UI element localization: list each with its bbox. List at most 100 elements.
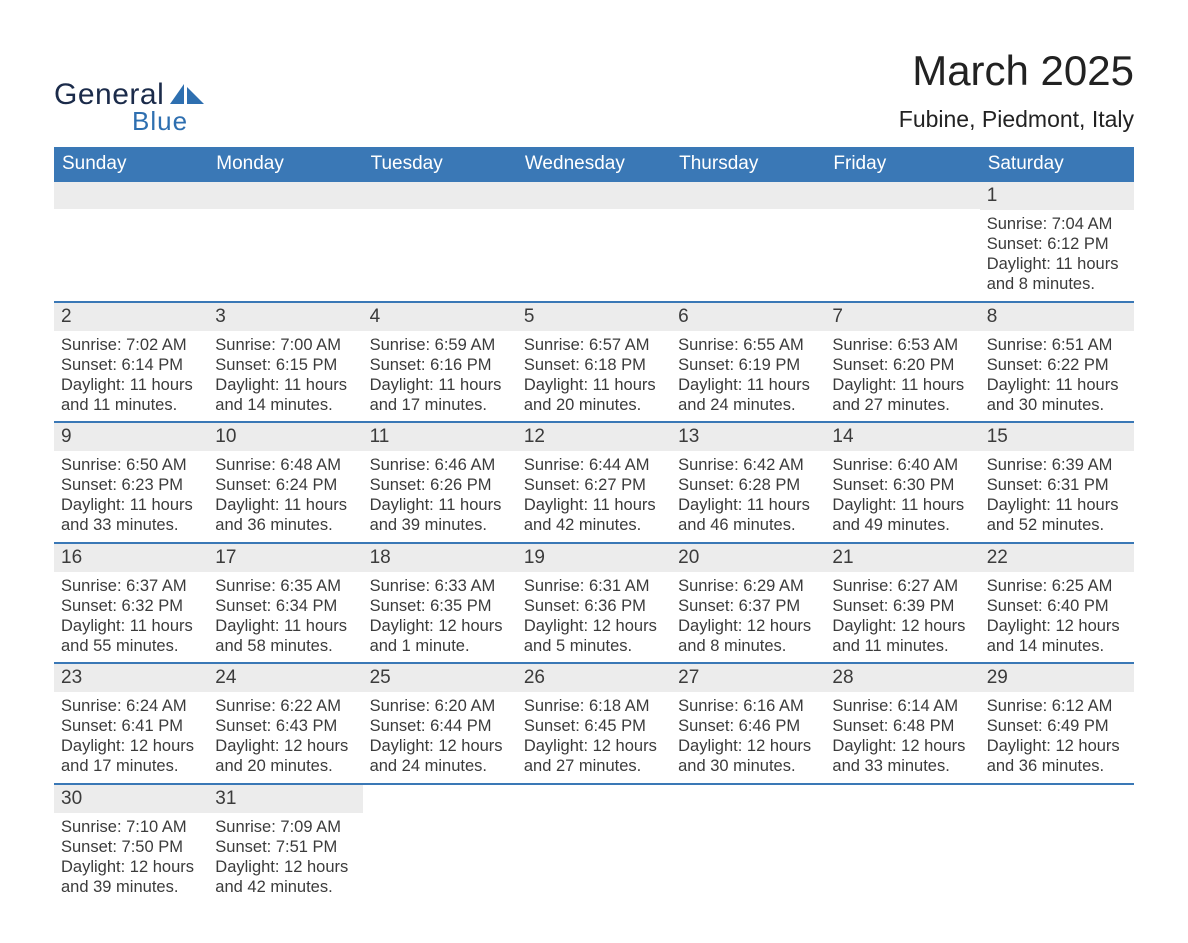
day-body: Sunrise: 7:04 AMSunset: 6:12 PMDaylight:… <box>980 210 1134 301</box>
day-number-row <box>671 182 825 209</box>
day-body: Sunrise: 7:00 AMSunset: 6:15 PMDaylight:… <box>208 331 362 422</box>
calendar-page: General Blue March 2025 Fubine, Piedmont… <box>0 0 1188 943</box>
calendar-cell: 25Sunrise: 6:20 AMSunset: 6:44 PMDayligh… <box>363 664 517 783</box>
day-number: 3 <box>215 306 226 327</box>
sunset-text: Sunset: 7:50 PM <box>61 837 201 857</box>
day-body <box>363 209 517 269</box>
day-number-row: 1 <box>980 182 1134 210</box>
sunrise-text: Sunrise: 7:00 AM <box>215 335 355 355</box>
day-number: 7 <box>832 306 843 327</box>
day-number: 18 <box>370 547 391 568</box>
sunset-text: Sunset: 6:18 PM <box>524 355 664 375</box>
daylight-text: Daylight: 12 hours and 5 minutes. <box>524 616 664 656</box>
day-number-row: 11 <box>363 423 517 451</box>
day-number-row: 22 <box>980 544 1134 572</box>
daylight-text: Daylight: 11 hours and 58 minutes. <box>215 616 355 656</box>
day-number-row <box>980 785 1134 812</box>
day-number: 8 <box>987 306 998 327</box>
day-number: 30 <box>61 788 82 809</box>
day-number-row: 4 <box>363 303 517 331</box>
day-number-row: 31 <box>208 785 362 813</box>
daylight-text: Daylight: 11 hours and 17 minutes. <box>370 375 510 415</box>
day-number: 23 <box>61 667 82 688</box>
day-number-row: 19 <box>517 544 671 572</box>
sunset-text: Sunset: 6:20 PM <box>832 355 972 375</box>
sunrise-text: Sunrise: 6:35 AM <box>215 576 355 596</box>
day-number-row: 9 <box>54 423 208 451</box>
sunrise-text: Sunrise: 6:31 AM <box>524 576 664 596</box>
daylight-text: Daylight: 12 hours and 8 minutes. <box>678 616 818 656</box>
sunrise-text: Sunrise: 6:25 AM <box>987 576 1127 596</box>
daylight-text: Daylight: 11 hours and 33 minutes. <box>61 495 201 535</box>
sunrise-text: Sunrise: 6:18 AM <box>524 696 664 716</box>
sunset-text: Sunset: 6:26 PM <box>370 475 510 495</box>
day-number: 12 <box>524 426 545 447</box>
sunrise-text: Sunrise: 6:55 AM <box>678 335 818 355</box>
day-body <box>208 209 362 269</box>
day-number: 24 <box>215 667 236 688</box>
weeks-container: 1 Sunrise: 7:04 AMSunset: 6:12 PMDaylight… <box>54 182 1134 903</box>
day-number: 31 <box>215 788 236 809</box>
daylight-text: Daylight: 12 hours and 20 minutes. <box>215 736 355 776</box>
sunrise-text: Sunrise: 6:40 AM <box>832 455 972 475</box>
calendar-week: 16Sunrise: 6:37 AMSunset: 6:32 PMDayligh… <box>54 542 1134 663</box>
day-body: Sunrise: 6:25 AMSunset: 6:40 PMDaylight:… <box>980 572 1134 663</box>
day-number-row: 24 <box>208 664 362 692</box>
sunset-text: Sunset: 6:44 PM <box>370 716 510 736</box>
day-body: Sunrise: 6:18 AMSunset: 6:45 PMDaylight:… <box>517 692 671 783</box>
calendar-cell: 8 Sunrise: 6:51 AMSunset: 6:22 PMDaylight… <box>980 303 1134 422</box>
calendar-cell: 7 Sunrise: 6:53 AMSunset: 6:20 PMDaylight… <box>825 303 979 422</box>
daylight-text: Daylight: 12 hours and 36 minutes. <box>987 736 1127 776</box>
sunrise-text: Sunrise: 6:16 AM <box>678 696 818 716</box>
calendar-cell: 26Sunrise: 6:18 AMSunset: 6:45 PMDayligh… <box>517 664 671 783</box>
calendar-cell: 13Sunrise: 6:42 AMSunset: 6:28 PMDayligh… <box>671 423 825 542</box>
daylight-text: Daylight: 12 hours and 14 minutes. <box>987 616 1127 656</box>
sunrise-text: Sunrise: 6:14 AM <box>832 696 972 716</box>
sunrise-text: Sunrise: 6:24 AM <box>61 696 201 716</box>
day-number-row: 25 <box>363 664 517 692</box>
calendar-week: 23Sunrise: 6:24 AMSunset: 6:41 PMDayligh… <box>54 662 1134 783</box>
day-number: 28 <box>832 667 853 688</box>
calendar-cell: 19Sunrise: 6:31 AMSunset: 6:36 PMDayligh… <box>517 544 671 663</box>
daylight-text: Daylight: 11 hours and 30 minutes. <box>987 375 1127 415</box>
day-body: Sunrise: 6:53 AMSunset: 6:20 PMDaylight:… <box>825 331 979 422</box>
sunrise-text: Sunrise: 6:50 AM <box>61 455 201 475</box>
calendar-cell: 16Sunrise: 6:37 AMSunset: 6:32 PMDayligh… <box>54 544 208 663</box>
day-number-row <box>825 785 979 812</box>
day-body: Sunrise: 6:31 AMSunset: 6:36 PMDaylight:… <box>517 572 671 663</box>
day-number: 15 <box>987 426 1008 447</box>
day-number-row: 15 <box>980 423 1134 451</box>
sunset-text: Sunset: 6:31 PM <box>987 475 1127 495</box>
day-body: Sunrise: 6:48 AMSunset: 6:24 PMDaylight:… <box>208 451 362 542</box>
day-body: Sunrise: 6:55 AMSunset: 6:19 PMDaylight:… <box>671 331 825 422</box>
calendar-cell: 30 Sunrise: 7:10 AMSunset: 7:50 PMDayligh… <box>54 785 208 904</box>
day-body: Sunrise: 6:46 AMSunset: 6:26 PMDaylight:… <box>363 451 517 542</box>
day-of-week-header: Sunday Monday Tuesday Wednesday Thursday… <box>54 147 1134 182</box>
day-number-row: 10 <box>208 423 362 451</box>
daylight-text: Daylight: 12 hours and 17 minutes. <box>61 736 201 776</box>
sunrise-text: Sunrise: 7:09 AM <box>215 817 355 837</box>
calendar-cell: 21Sunrise: 6:27 AMSunset: 6:39 PMDayligh… <box>825 544 979 663</box>
sunset-text: Sunset: 6:35 PM <box>370 596 510 616</box>
day-body <box>54 209 208 269</box>
calendar-cell: 2Sunrise: 7:02 AMSunset: 6:14 PMDaylight… <box>54 303 208 422</box>
sunrise-text: Sunrise: 7:02 AM <box>61 335 201 355</box>
day-number-row: 17 <box>208 544 362 572</box>
sunset-text: Sunset: 7:51 PM <box>215 837 355 857</box>
day-number-row: 30 <box>54 785 208 813</box>
day-number: 21 <box>832 547 853 568</box>
day-number: 5 <box>524 306 535 327</box>
day-body: Sunrise: 7:10 AMSunset: 7:50 PMDaylight:… <box>54 813 208 904</box>
day-body: Sunrise: 6:51 AMSunset: 6:22 PMDaylight:… <box>980 331 1134 422</box>
day-body: Sunrise: 6:39 AMSunset: 6:31 PMDaylight:… <box>980 451 1134 542</box>
day-number: 13 <box>678 426 699 447</box>
calendar-cell: 29Sunrise: 6:12 AMSunset: 6:49 PMDayligh… <box>980 664 1134 783</box>
day-body <box>363 812 517 872</box>
calendar-cell: 11Sunrise: 6:46 AMSunset: 6:26 PMDayligh… <box>363 423 517 542</box>
dow-monday: Monday <box>208 147 362 182</box>
dow-friday: Friday <box>825 147 979 182</box>
day-body: Sunrise: 6:24 AMSunset: 6:41 PMDaylight:… <box>54 692 208 783</box>
calendar-cell: 12Sunrise: 6:44 AMSunset: 6:27 PMDayligh… <box>517 423 671 542</box>
sunset-text: Sunset: 6:41 PM <box>61 716 201 736</box>
day-number: 1 <box>987 185 998 206</box>
